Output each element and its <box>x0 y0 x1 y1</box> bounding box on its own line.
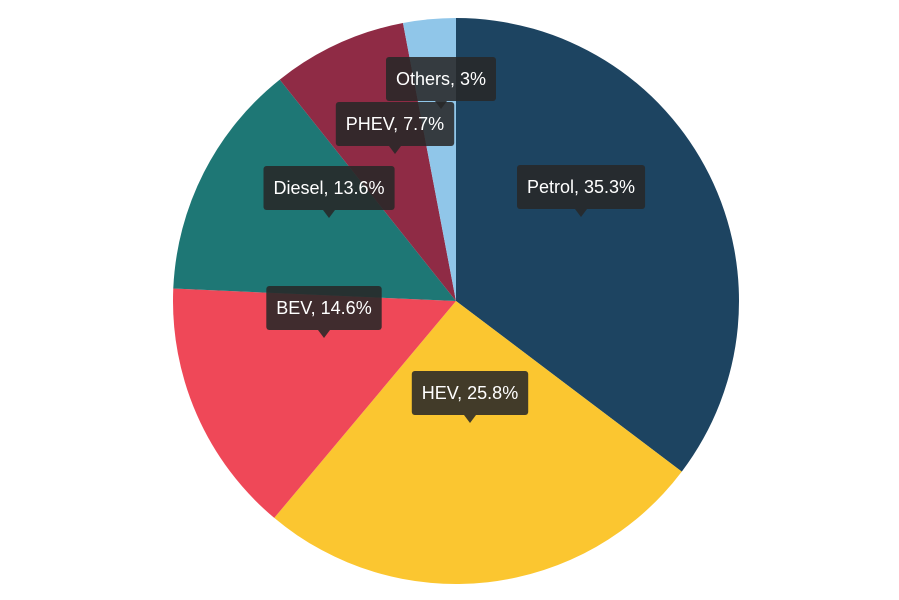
slice-label-pointer <box>575 209 587 217</box>
slice-label-diesel: Diesel, 13.6% <box>263 166 395 218</box>
slice-label-pointer <box>435 101 447 109</box>
slice-label-pointer <box>323 210 335 218</box>
slice-label-bev: BEV, 14.6% <box>266 286 382 338</box>
slice-label-petrol: Petrol, 35.3% <box>517 165 646 217</box>
slice-label-box <box>263 166 395 210</box>
pie-slice-hev <box>274 301 682 585</box>
slice-label-box <box>411 371 529 415</box>
slice-label-text: HEV, 25.8% <box>422 383 518 403</box>
slice-label-text: Petrol, 35.3% <box>527 177 635 197</box>
slice-label-box <box>335 102 455 146</box>
slice-label-hev: HEV, 25.8% <box>411 371 529 423</box>
slice-label-box <box>266 286 382 330</box>
slice-label-box <box>386 57 496 101</box>
slice-label-text: PHEV, 7.7% <box>346 114 444 134</box>
slice-label-box <box>517 165 646 209</box>
slice-label-text: Others, 3% <box>396 69 486 89</box>
slice-label-pointer <box>318 330 330 338</box>
slice-label-phev: PHEV, 7.7% <box>335 102 455 154</box>
slice-label-others: Others, 3% <box>386 57 496 109</box>
pie-slice-petrol <box>456 18 740 472</box>
pie-slice-bev <box>172 288 456 518</box>
slice-label-pointer <box>389 146 401 154</box>
labels-layer: Petrol, 35.3% HEV, 25.8% BEV, 14.6% Diesel,… <box>263 57 646 423</box>
slice-label-text: BEV, 14.6% <box>276 298 371 318</box>
slice-label-text: Diesel, 13.6% <box>273 178 384 198</box>
slice-label-pointer <box>464 415 476 423</box>
slices-layer <box>172 18 740 585</box>
